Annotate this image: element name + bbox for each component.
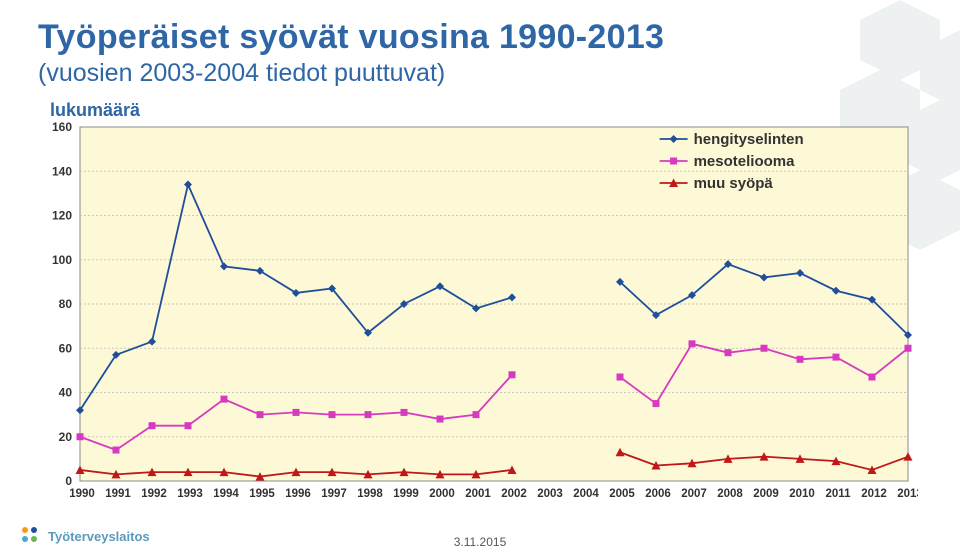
svg-text:muu syöpä: muu syöpä [694,175,774,192]
svg-text:2008: 2008 [717,488,743,500]
svg-text:1991: 1991 [105,488,131,500]
svg-text:140: 140 [52,164,72,178]
footer-date: 3.11.2015 [454,535,507,549]
svg-text:2012: 2012 [861,488,887,500]
chart-title: Työperäiset syövät vuosina 1990-2013 [38,18,930,57]
svg-text:1993: 1993 [177,488,203,500]
svg-text:1990: 1990 [69,488,95,500]
svg-text:160: 160 [52,121,72,134]
svg-text:1997: 1997 [321,488,347,500]
svg-text:2006: 2006 [645,488,671,500]
svg-text:2002: 2002 [501,488,527,500]
svg-text:1995: 1995 [249,488,275,500]
svg-text:1994: 1994 [213,488,239,500]
svg-text:60: 60 [59,341,73,355]
svg-text:2007: 2007 [681,488,707,500]
y-axis-label: lukumäärä [50,100,930,121]
svg-text:100: 100 [52,253,72,267]
svg-text:80: 80 [59,297,73,311]
logo-icon [20,525,42,547]
svg-text:2011: 2011 [826,488,852,500]
svg-text:2003: 2003 [537,488,563,500]
svg-text:2010: 2010 [789,488,815,500]
brand-text: Työterveyslaitos [48,529,150,544]
svg-text:2005: 2005 [609,488,635,500]
svg-text:120: 120 [52,209,72,223]
svg-text:1999: 1999 [393,488,419,500]
svg-text:2000: 2000 [429,488,455,500]
svg-text:20: 20 [59,430,73,444]
svg-text:2004: 2004 [573,488,599,500]
svg-text:1996: 1996 [285,488,311,500]
svg-text:2001: 2001 [465,488,491,500]
chart-subtitle: (vuosien 2003-2004 tiedot puuttuvat) [38,59,930,88]
svg-text:2013: 2013 [897,488,918,500]
svg-text:40: 40 [59,386,73,400]
brand-logo: Työterveyslaitos [20,525,150,547]
svg-text:1992: 1992 [141,488,167,500]
svg-text:2009: 2009 [753,488,779,500]
svg-text:1998: 1998 [357,488,383,500]
svg-text:mesoteliooma: mesoteliooma [694,153,796,170]
svg-text:hengityselinten: hengityselinten [694,131,804,148]
line-chart: 0 20 40 60 80 100 120 140 160 1990 1991 1992 1993 199… [38,121,930,516]
svg-text:0: 0 [65,474,72,488]
